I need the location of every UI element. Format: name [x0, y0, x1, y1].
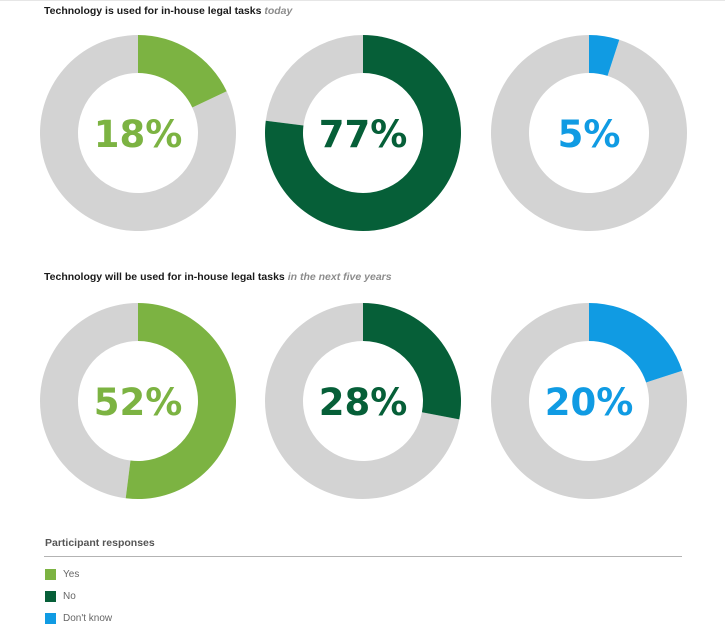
donut-yes-today: 18% [39, 35, 236, 231]
donut-value-arc [265, 35, 461, 231]
donut-yes-five-years: 52% [40, 303, 237, 499]
donut-value-arc [138, 35, 227, 108]
donut-remainder-arc [491, 303, 687, 499]
legend-label-no: No [63, 590, 76, 602]
donut-dont-know-five-years: 20% [491, 303, 687, 499]
legend-label-yes: Yes [63, 568, 80, 580]
legend-swatch-yes [45, 568, 56, 580]
section-title-emphasis: in the next five years [287, 271, 392, 283]
section-title-next-five-years: Technology will be used for in-house leg… [44, 271, 392, 283]
legend-item-yes: Yes [45, 568, 79, 580]
donut-remainder-arc [490, 35, 687, 231]
donut-no-today: 77% [265, 35, 461, 231]
section-title-today: Technology is used for in-house legal ta… [44, 5, 292, 17]
donut-value-arc [125, 303, 237, 499]
donut-value-arc [589, 35, 620, 76]
legend-divider [44, 556, 682, 557]
legend-label-dont-know: Don't know [63, 612, 113, 624]
donut-dont-know-today: 5% [490, 35, 687, 231]
donut-percent-label: 5% [558, 113, 621, 156]
legend-title: Participant responses [45, 537, 155, 549]
donut-percent-label: 77% [319, 113, 408, 156]
donut-percent-label: 52% [94, 381, 183, 424]
donut-percent-label: 20% [545, 381, 634, 424]
top-divider [0, 0, 725, 1]
legend-item-no: No [45, 590, 76, 602]
section-title-text: Technology is used for in-house legal ta… [44, 5, 262, 17]
donut-percent-label: 18% [94, 113, 183, 156]
donut-remainder-arc [265, 35, 363, 126]
donut-remainder-arc [40, 303, 139, 499]
legend-swatch-dont-know [45, 612, 56, 624]
donut-remainder-arc [39, 35, 236, 231]
donut-no-five-years: 28% [265, 303, 461, 499]
donut-value-arc [363, 303, 461, 420]
donut-remainder-arc [265, 303, 460, 499]
legend-swatch-no [45, 590, 56, 602]
section-title-text: Technology will be used for in-house leg… [44, 271, 285, 283]
donut-value-arc [589, 303, 683, 383]
section-title-emphasis: today [264, 5, 293, 17]
legend-item-dont-know: Don't know [45, 612, 112, 624]
donut-percent-label: 28% [319, 381, 408, 424]
